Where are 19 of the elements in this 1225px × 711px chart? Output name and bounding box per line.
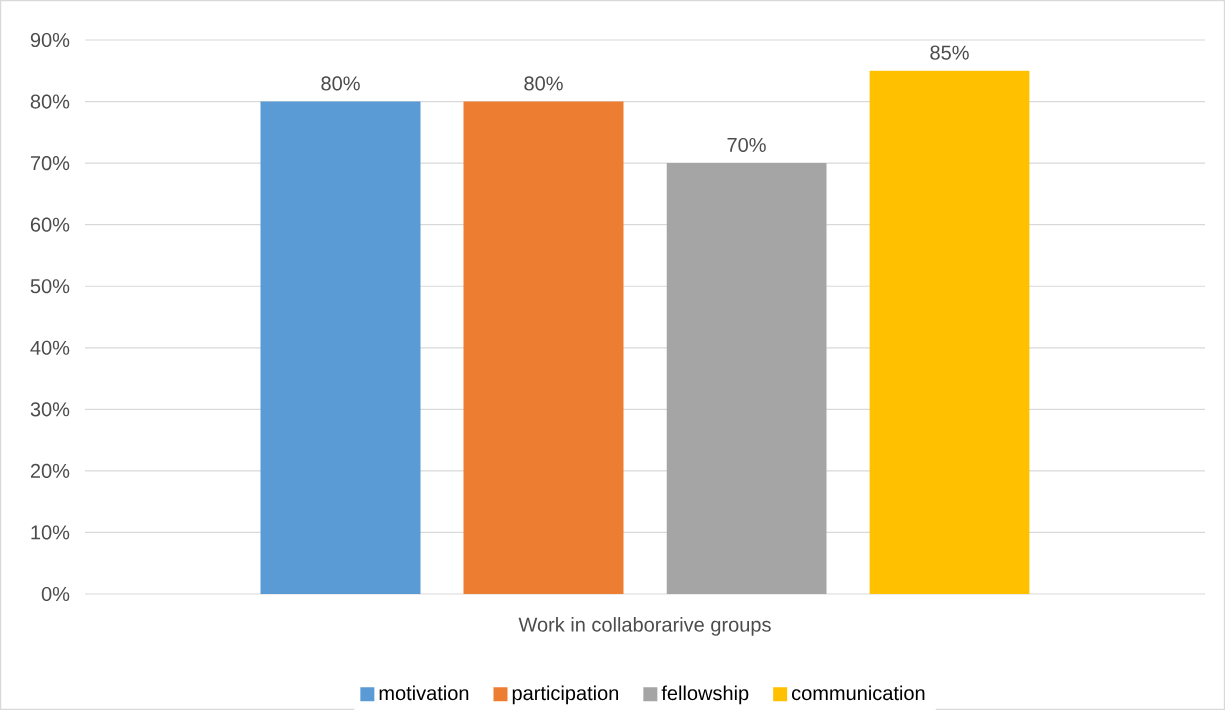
- y-tick-label: 40%: [30, 340, 70, 355]
- data-label: 80%: [524, 76, 563, 91]
- legend-label: fellowship: [661, 685, 749, 705]
- legend-label: motivation: [379, 685, 469, 701]
- y-tick-label: 60%: [30, 217, 70, 232]
- data-label: 80%: [321, 76, 360, 91]
- data-label: 70%: [727, 137, 766, 153]
- y-tick-label: 10%: [31, 525, 70, 540]
- y-tick-label: 50%: [30, 279, 70, 294]
- y-tick-label: 0%: [41, 586, 70, 602]
- y-tick-label: 80%: [30, 94, 70, 109]
- y-tick-label: 70%: [30, 156, 70, 171]
- x-tick-label: Work in collaborarive groups: [518, 617, 771, 636]
- y-tick-label: 20%: [30, 463, 70, 478]
- y-tick-label: 30%: [30, 402, 70, 417]
- legend-label: communication: [792, 685, 925, 701]
- y-tick-label: 90%: [30, 32, 70, 48]
- data-label: 85%: [930, 45, 969, 60]
- legend-label: participation: [512, 685, 619, 705]
